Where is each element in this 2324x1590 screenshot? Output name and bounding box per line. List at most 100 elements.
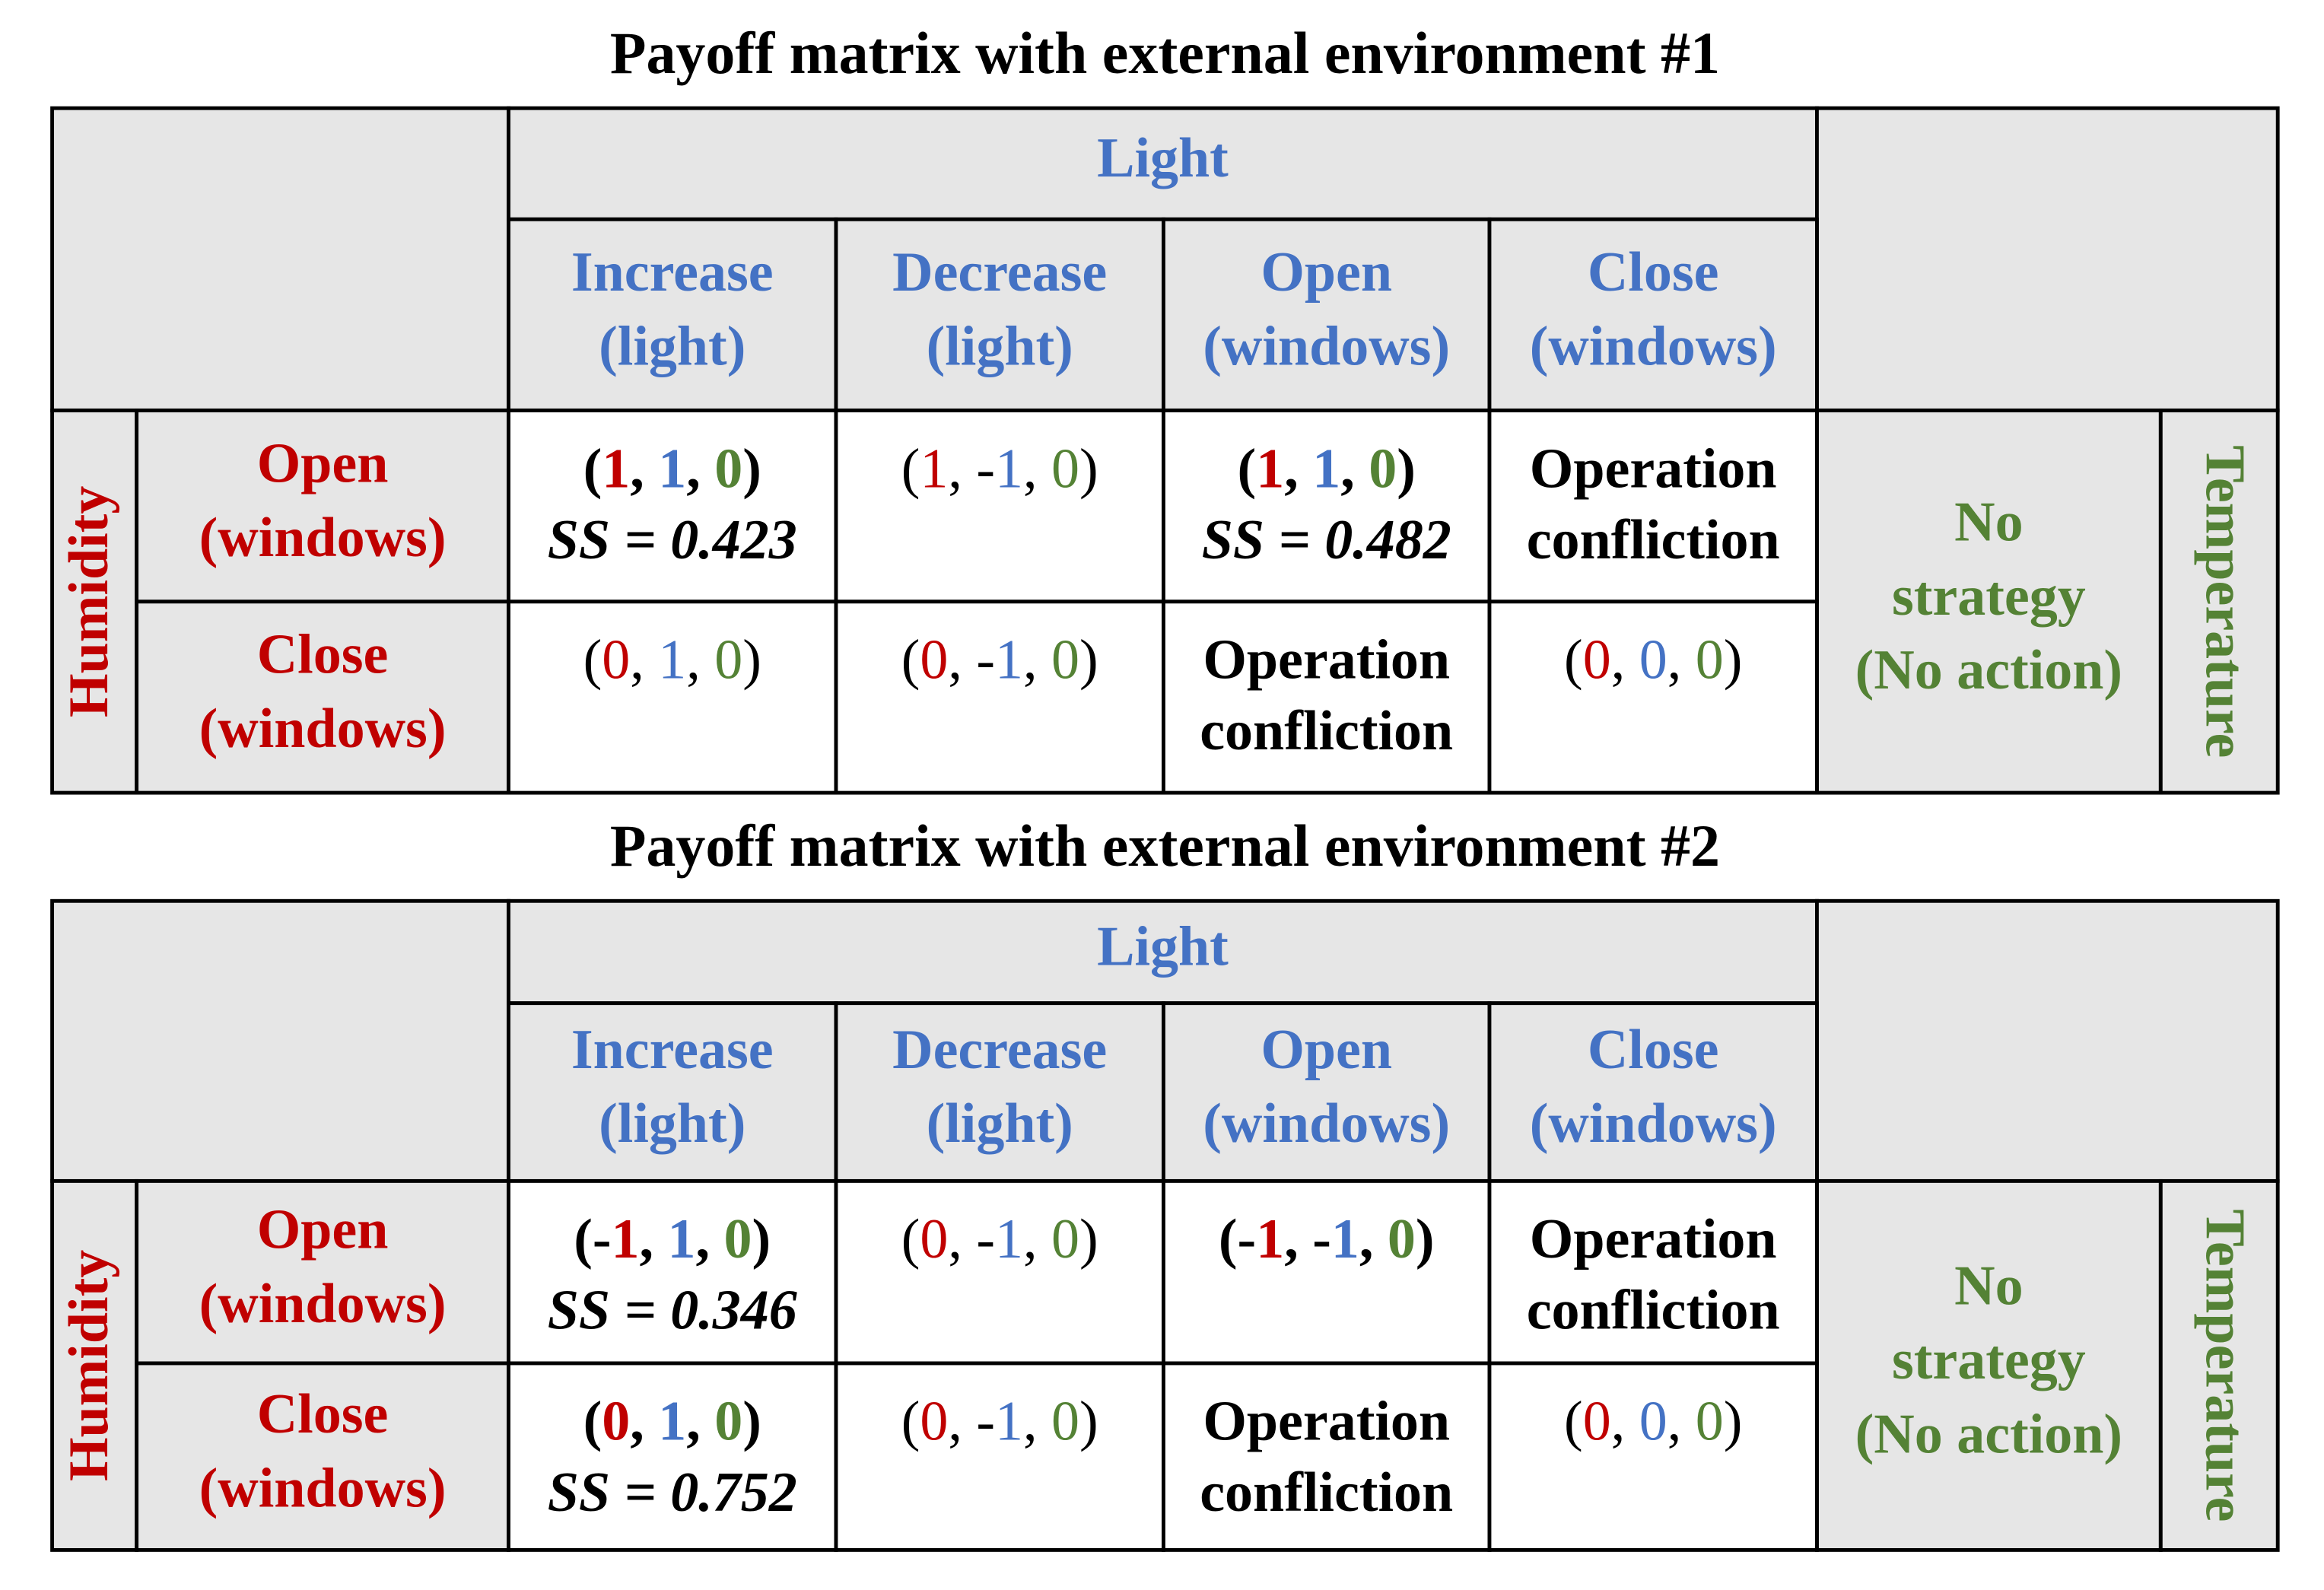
side-group: Temperature	[2193, 1209, 2256, 1522]
payoff-punct: ,	[630, 629, 658, 692]
payoff-punct: (	[1238, 437, 1257, 500]
column-header: (windows)	[1530, 316, 1777, 378]
row-group: Humidity	[58, 1250, 120, 1481]
side-label: No	[1954, 491, 2023, 553]
payoff-punct: )	[742, 437, 761, 500]
payoff-value: 0	[714, 1391, 742, 1453]
payoff-punct: (	[583, 437, 602, 500]
payoff-value: 1	[995, 437, 1023, 500]
payoff-punct: (	[1564, 1391, 1583, 1453]
column-header: (light)	[927, 1092, 1073, 1155]
cell-box	[2158, 1178, 2280, 1552]
column-header: Increase	[571, 241, 774, 304]
column-header: (windows)	[1530, 1092, 1777, 1155]
cell-text: confliction	[1527, 1280, 1780, 1342]
side-group: Temperature	[2193, 445, 2256, 758]
cell-text: confliction	[1200, 700, 1453, 762]
cell-box	[507, 106, 1819, 221]
payoff: (1, -1, 0)	[901, 437, 1098, 500]
payoff-punct: ,	[1284, 437, 1312, 500]
cell-box	[1162, 1001, 1492, 1183]
row-header: (windows)	[199, 1273, 447, 1335]
payoff-value: 0	[602, 1391, 630, 1453]
payoff-punct: ,	[1023, 437, 1051, 500]
payoff-punct: ,	[1023, 1391, 1051, 1453]
row-header: Open	[257, 1198, 389, 1261]
row-header: Open	[257, 432, 389, 494]
column-header: (windows)	[1203, 316, 1450, 378]
payoff-value: 1	[995, 629, 1023, 692]
payoff-punct: (	[901, 437, 920, 500]
cell-box	[834, 1001, 1165, 1183]
payoff-punct: )	[1079, 629, 1098, 692]
payoff-punct: , -	[1284, 1208, 1331, 1270]
payoff-punct: (	[583, 1391, 602, 1453]
payoff-punct: ,	[1611, 629, 1639, 692]
row-header: (windows)	[199, 698, 447, 760]
payoff-value: 1	[1312, 437, 1340, 500]
payoff-value: 0	[920, 1391, 948, 1453]
payoff: (0, -1, 0)	[901, 1208, 1098, 1270]
payoff-value: 1	[1256, 1208, 1284, 1270]
cell-box	[834, 599, 1165, 795]
payoff-value: 0	[1388, 1208, 1416, 1270]
payoff-punct: (	[901, 629, 920, 692]
row-header: Close	[257, 1383, 389, 1445]
payoff-value: 1	[1331, 1208, 1359, 1270]
payoff-punct: (-	[574, 1208, 611, 1270]
payoff-value: 0	[602, 629, 630, 692]
payoff-value: 0	[920, 1208, 948, 1270]
column-header: Increase	[571, 1019, 774, 1081]
payoff-punct: ,	[686, 629, 714, 692]
payoff-punct: )	[752, 1208, 771, 1270]
payoff-punct: ,	[1667, 629, 1696, 692]
column-header: Close	[1588, 241, 1719, 304]
payoff-value: 1	[995, 1391, 1023, 1453]
side-label: No	[1954, 1255, 2023, 1318]
payoff: (0, 1, 0)	[583, 629, 761, 692]
payoff: (0, 1, 0)	[583, 1391, 761, 1453]
cell-text: Operation	[1530, 1208, 1777, 1270]
cell-box	[50, 106, 510, 412]
cell-box	[2158, 409, 2280, 795]
column-group: Light	[1097, 127, 1229, 189]
payoff-punct: ,	[640, 1208, 668, 1270]
payoff-value: 1	[920, 437, 948, 500]
cell-text: Operation	[1530, 437, 1777, 500]
column-header: Close	[1588, 1019, 1719, 1081]
payoff-punct: (	[1564, 629, 1583, 692]
payoff-punct: ,	[1611, 1391, 1639, 1453]
row-group: Humidity	[58, 486, 120, 717]
cell-box	[1487, 599, 1819, 795]
column-group: Light	[1097, 915, 1229, 978]
payoff-value: 1	[658, 1391, 686, 1453]
cell-box	[507, 1001, 838, 1183]
payoff-punct: )	[1724, 629, 1743, 692]
payoff-punct: , -	[948, 437, 995, 500]
column-header: (light)	[599, 316, 746, 378]
cell-box	[50, 898, 510, 1183]
payoff-punct: (	[583, 629, 602, 692]
payoff-punct: ,	[1667, 1391, 1696, 1453]
payoff-punct: ,	[630, 1391, 658, 1453]
column-header: Decrease	[892, 241, 1107, 304]
payoff-value: 1	[658, 629, 686, 692]
payoff-value: 1	[668, 1208, 696, 1270]
side-label: (No action)	[1855, 639, 2122, 701]
matrix-title: Payoff matrix with external environment …	[610, 21, 1720, 86]
payoff-value: 0	[1583, 1391, 1611, 1453]
payoff-punct: ,	[696, 1208, 724, 1270]
column-header: Decrease	[892, 1019, 1107, 1081]
cell-box	[1814, 409, 2163, 795]
payoff-punct: ,	[1359, 1208, 1388, 1270]
payoff-punct: )	[1079, 437, 1098, 500]
payoff-punct: ,	[1023, 629, 1051, 692]
column-header: Open	[1261, 241, 1392, 304]
payoff-value: 0	[1051, 629, 1079, 692]
payoff: (1, 1, 0)	[1238, 437, 1416, 500]
payoff-value: 0	[1051, 1208, 1079, 1270]
row-header: (windows)	[199, 1457, 447, 1519]
column-header: (light)	[599, 1092, 746, 1155]
payoff-value: 0	[714, 629, 742, 692]
